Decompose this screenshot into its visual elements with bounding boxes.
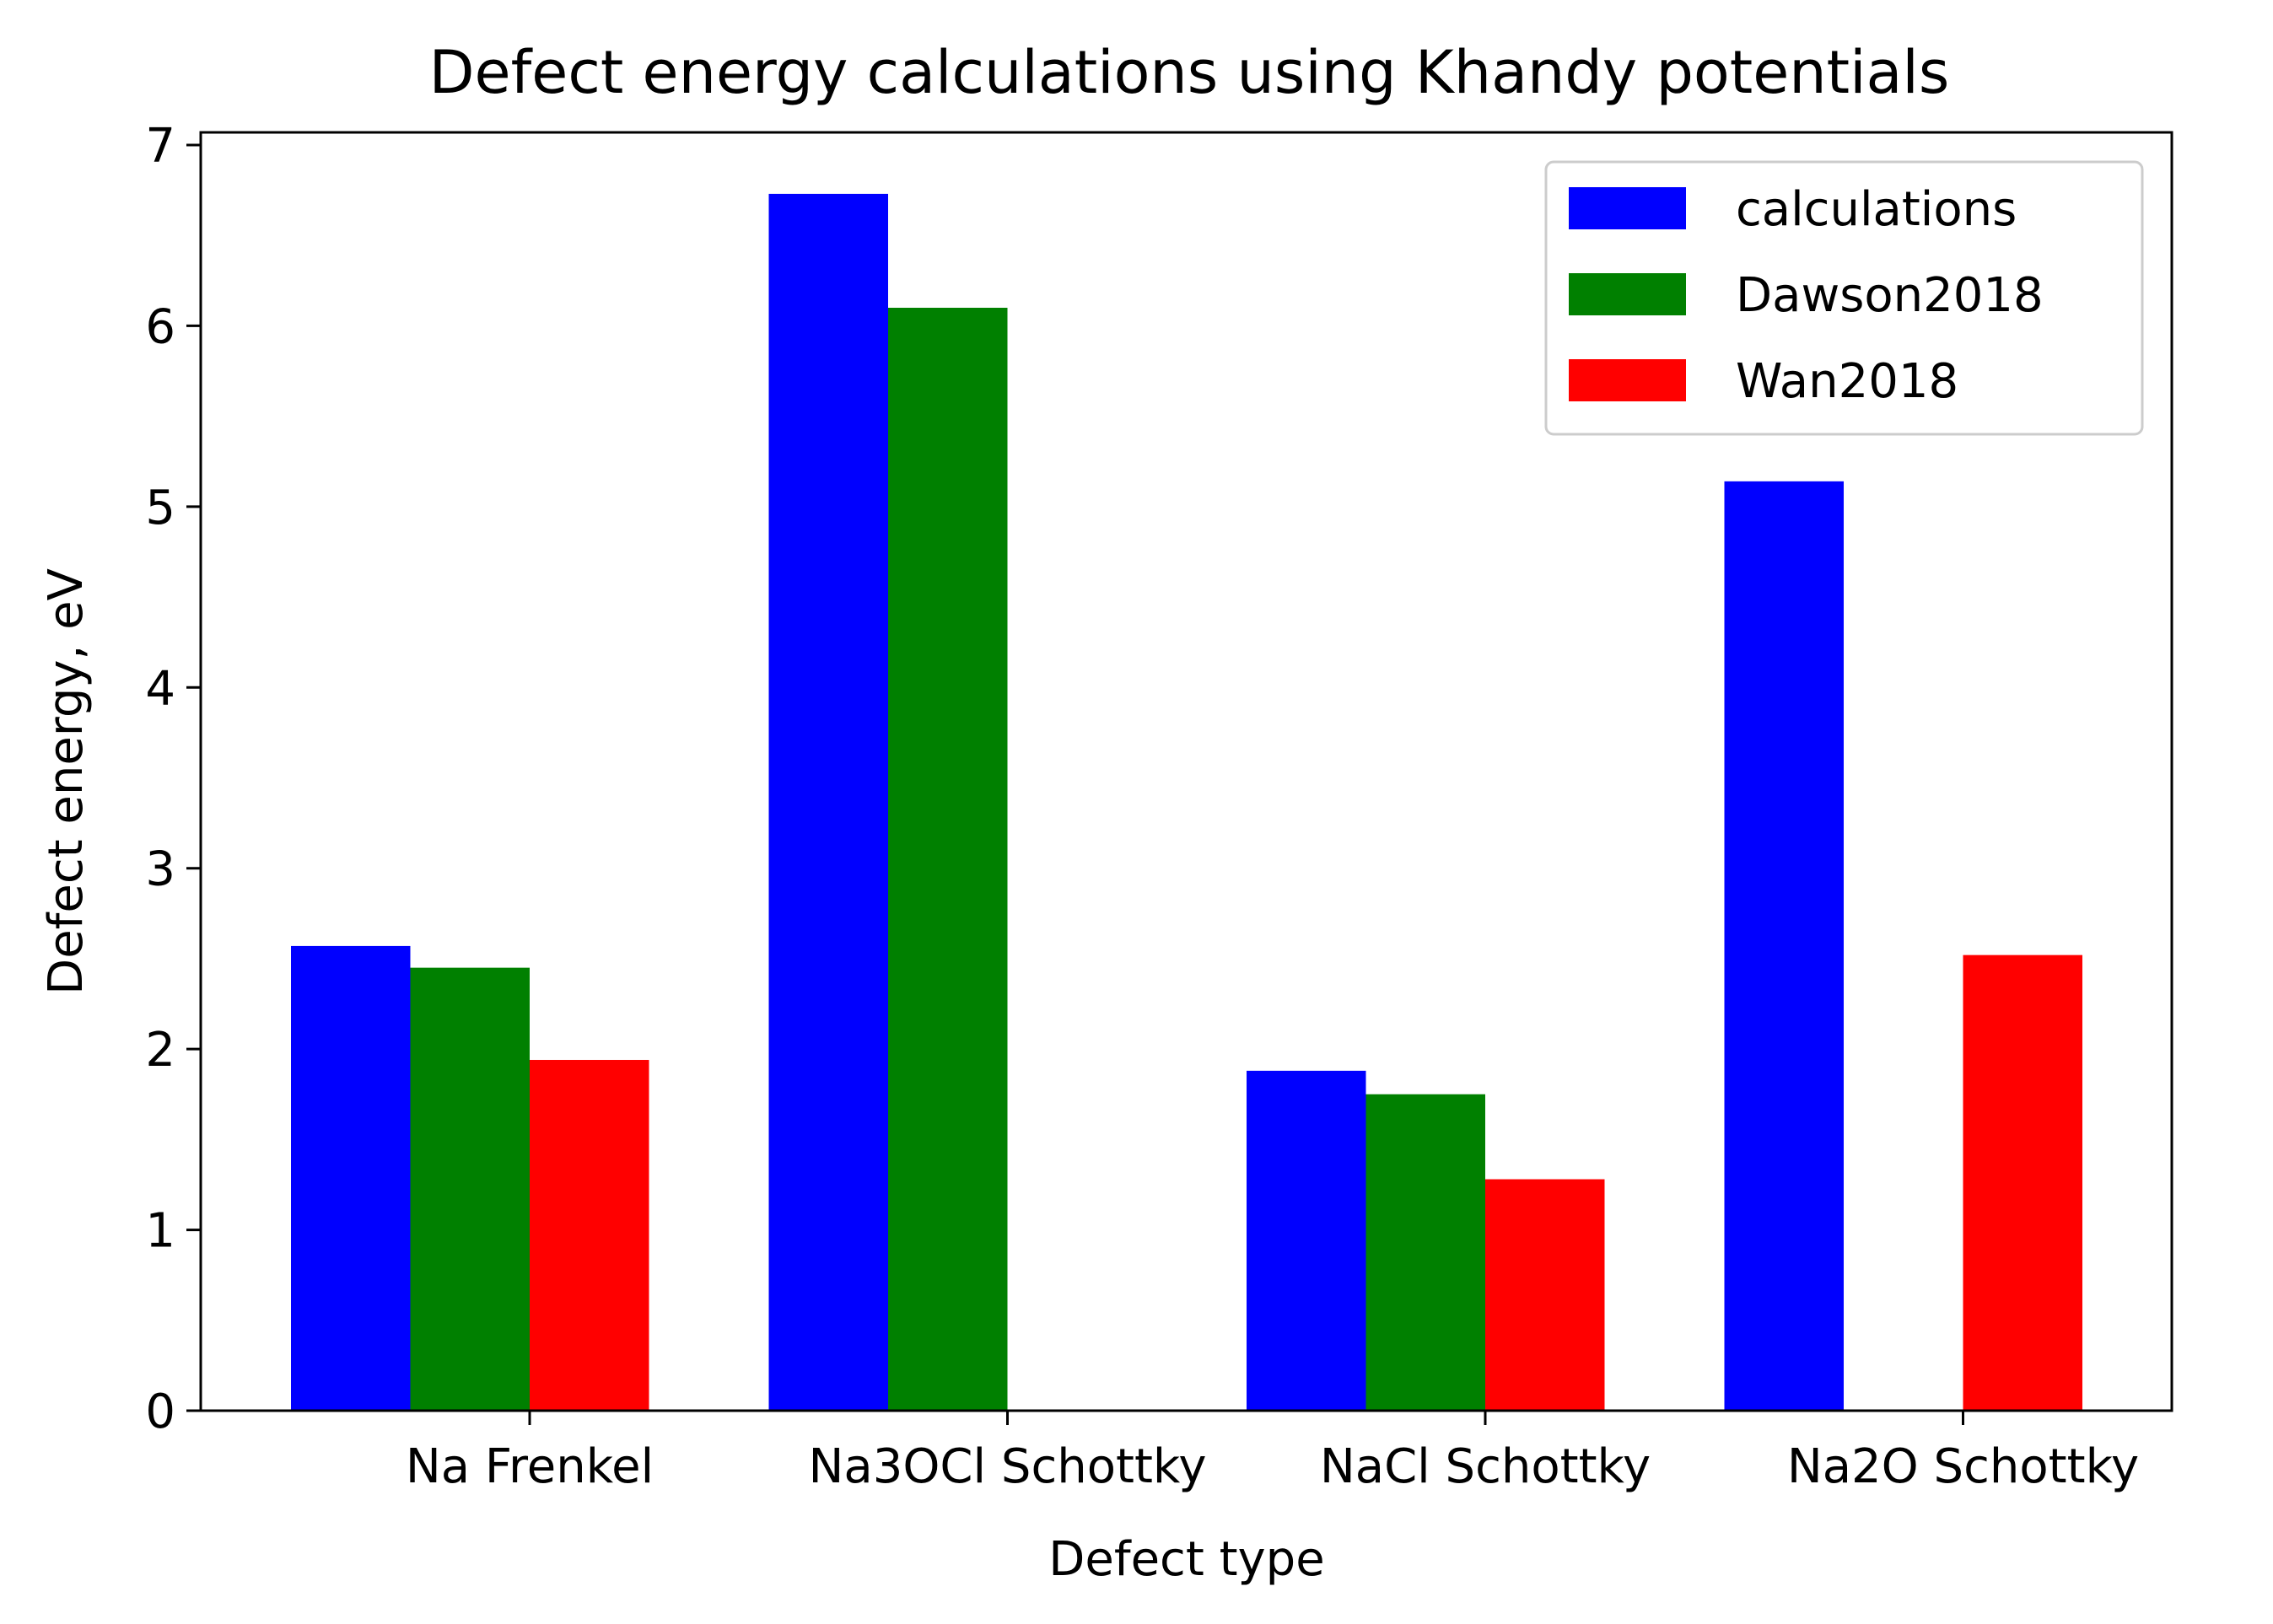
y-tick-label: 0 [145, 1385, 175, 1439]
legend-label-wan2018: Wan2018 [1736, 354, 1958, 409]
legend-label-dawson2018: Dawson2018 [1736, 268, 2044, 323]
x-tick-label: Na3OCl Schottky [809, 1439, 1207, 1494]
bar-calculations-2 [768, 193, 888, 1411]
legend-box [1544, 160, 2144, 436]
y-tick-label: 1 [145, 1204, 175, 1259]
bar-calculations-4 [1724, 481, 1844, 1411]
bar-calculations-1 [291, 945, 411, 1411]
y-tick-label: 3 [145, 842, 175, 897]
bar-wan2018-3 [1485, 1179, 1605, 1411]
plot-frame [199, 131, 2173, 1412]
bar-wan2018-1 [530, 1060, 649, 1411]
bars-group [291, 193, 2082, 1411]
legend: calculations Dawson2018 Wan2018 [1544, 160, 2144, 436]
x-tick-label: Na2O Schottky [1787, 1439, 2139, 1494]
bar-calculations-3 [1247, 1070, 1366, 1411]
x-tick-label: Na Frenkel [406, 1439, 654, 1494]
x-axis-label: Defect type [1048, 1532, 1324, 1587]
bar-dawson2018-1 [410, 967, 530, 1411]
y-axis-label: Defect energy, eV [39, 568, 94, 995]
y-tick-label: 4 [145, 661, 175, 716]
y-tick-label: 6 [145, 299, 175, 354]
legend-swatch-calculations [1569, 187, 1686, 229]
bar-dawson2018-3 [1365, 1094, 1485, 1411]
bar-dawson2018-2 [888, 307, 1008, 1411]
legend-swatch-dawson2018 [1569, 273, 1686, 315]
y-tick-label: 5 [145, 481, 175, 535]
y-tick-label: 7 [145, 119, 175, 174]
y-axis: 0 1 2 3 4 5 6 7 [145, 119, 201, 1439]
legend-swatch-wan2018 [1569, 359, 1686, 401]
x-axis: Na Frenkel Na3OCl Schottky NaCl Schottky Na… [406, 1411, 2139, 1494]
bar-wan2018-4 [1963, 955, 2082, 1411]
legend-label-calculations: calculations [1736, 182, 2017, 237]
y-tick-label: 2 [145, 1023, 175, 1078]
chart-title: Defect energy calculations using Khandy … [429, 38, 1950, 107]
x-tick-label: NaCl Schottky [1320, 1439, 1651, 1494]
